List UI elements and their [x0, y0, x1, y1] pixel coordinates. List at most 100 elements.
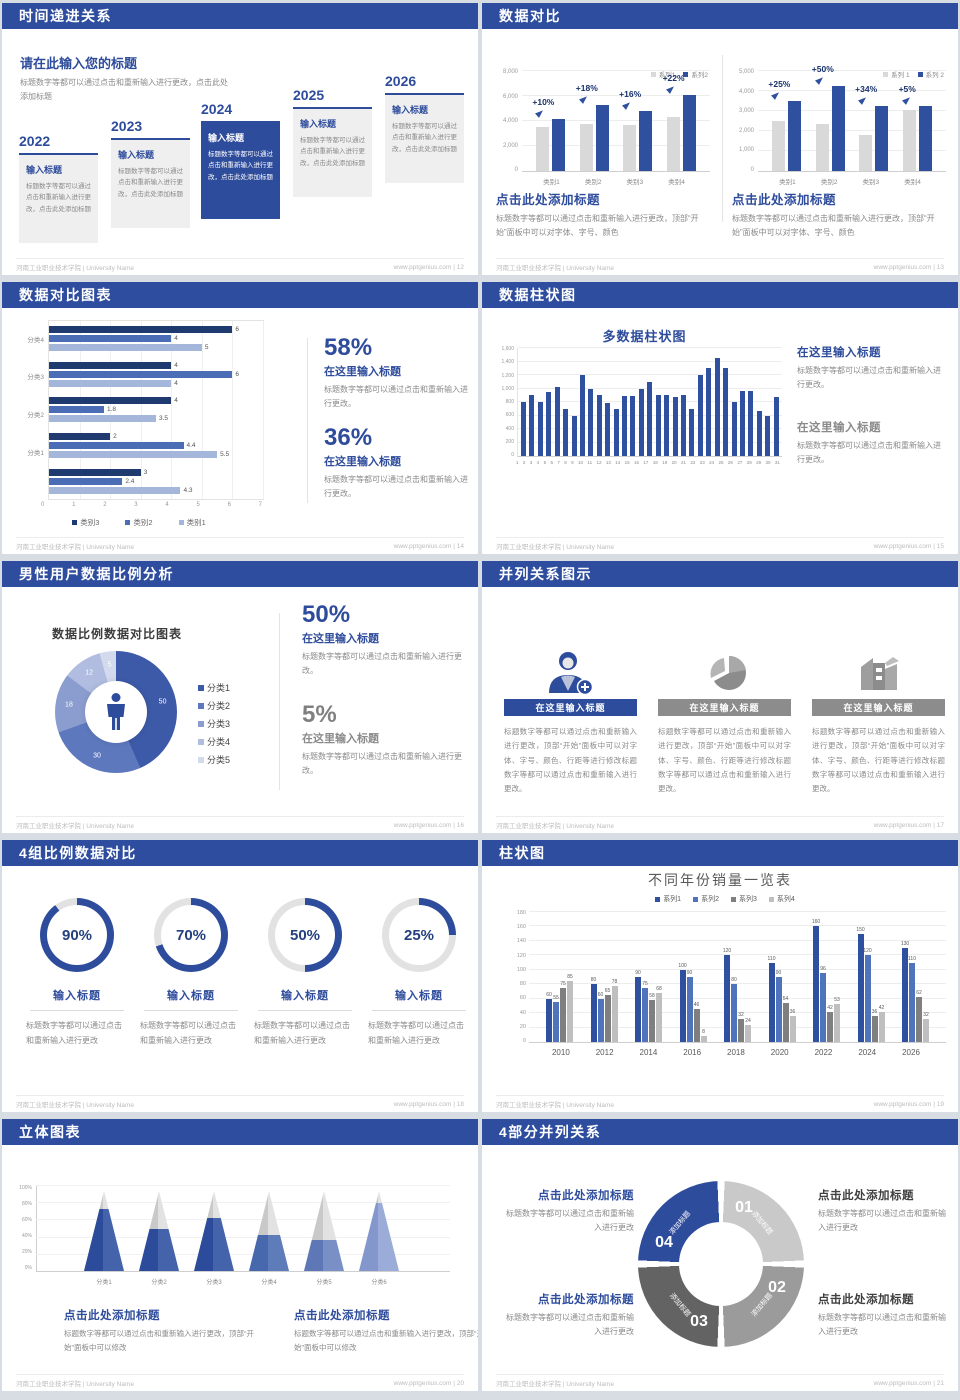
gauge-text: 标题数字等都可以通过点击和重新输入进行更改 — [140, 1021, 236, 1045]
bar — [49, 486, 181, 494]
slide-four-part-ring[interactable]: 4部分并列关系 添加标题 添加标题 添加标题 添加标题 01 02 03 04 … — [482, 1119, 958, 1391]
caption-title: 点击此处添加标题 — [496, 193, 601, 207]
legend-item: 系列 2 — [917, 69, 944, 79]
caption-text: 标题数字等都可以通过点击和重新输入进行更改，顶部“开始”面板中可以对字体、字号、… — [496, 214, 699, 238]
legend-swatch — [883, 71, 889, 77]
y-tick-label: 2,000 — [738, 127, 754, 134]
baseline — [36, 1271, 450, 1272]
bar — [560, 987, 566, 1042]
timeline-box: 输入标题 标题数字等都可以通过点击和重新输入进行更改，点击此处添加标题 — [293, 109, 372, 197]
x-tick-label: 8 — [564, 460, 567, 465]
x-tick-label: 3 — [134, 502, 138, 508]
x-tick-label: 21 — [680, 460, 686, 465]
y-tick-label: 80 — [519, 981, 526, 988]
slide-header-bar: 数据对比图表 — [2, 282, 478, 308]
gridline — [522, 70, 710, 71]
slide-header-bar: 男性用户数据比例分析 — [2, 561, 478, 587]
value-label: 62 — [916, 990, 922, 997]
x-tick-label: 2024 — [858, 1048, 877, 1057]
value-label: 78 — [611, 978, 618, 985]
cone-fill — [249, 1235, 289, 1271]
bar-wrap: 60 — [597, 912, 604, 1042]
value-label: 100 — [678, 962, 687, 969]
cone — [84, 1191, 124, 1271]
y-tick-label: 20 — [519, 1023, 526, 1030]
slide-header-bar: 4组比例数据对比 — [2, 840, 478, 866]
timeline-year: 2022 — [19, 133, 51, 149]
slide-parallel-items[interactable]: 并列关系图示 在这里输入标题 标题数字等都可以通过点击和重新输入进行更改，顶部“… — [482, 561, 958, 833]
timeline-card-text: 标题数字等都可以通过点击和重新输入进行更改，点击此处添加标题 — [208, 151, 273, 181]
caption-block: 点击此处添加标题 标题数字等都可以通过点击和重新输入进行更改，顶部“开始”面板中… — [64, 1307, 259, 1355]
bar — [49, 442, 184, 450]
slide-hbar-chart[interactable]: 数据对比图表 分类4 分类3 分类2 分类1 6 4 5 4 6 4 4 1.8 3.5 2 4.4 5.5 3… — [2, 282, 478, 554]
caption-block: 点击此处添加标题 标题数字等都可以通过点击和重新输入进行更改，顶部“开始”面板中… — [294, 1307, 478, 1355]
value-label: 5.5 — [220, 451, 230, 459]
bar — [49, 406, 105, 414]
bar-group: 80 60 65 78 — [590, 912, 618, 1042]
bar-series2 — [552, 118, 566, 171]
compare-left-panel: 系列1 系列2 8,000 6,000 4,000 2,000 0 +10% +18% +16% +… — [494, 57, 710, 237]
x-tick-label: 类别4 — [904, 179, 921, 186]
bar-wrap: 68 — [656, 912, 662, 1042]
slide-grouped-columns[interactable]: 柱状图 不同年份销量一览表 系列1 系列2 系列3 系列4 180 160 140 120 10… — [482, 840, 958, 1112]
slide-title: 男性用户数据比例分析 — [19, 566, 174, 582]
segment-number: 04 — [655, 1234, 673, 1251]
bar-wrap: 120 — [723, 912, 731, 1042]
slide-timeline[interactable]: 时间递进关系 请在此输入您的标题 标题数字等都可以通过点击和重新输入进行更改，点… — [2, 3, 478, 275]
gridline — [522, 145, 710, 146]
slide-footer: 河南工业职业技术学院 | University Name www.pptgeniu… — [16, 1374, 464, 1391]
bar — [902, 948, 908, 1042]
bars — [518, 348, 782, 456]
arrow-up-right-icon — [578, 93, 589, 104]
stat-title: 在这里输入标题 — [324, 366, 401, 378]
slide-column-chart[interactable]: 数据柱状图 多数据柱状图 1,600 1,400 1,200 1,000 800 600 4… — [482, 282, 958, 554]
value-label: 4 — [174, 361, 178, 369]
footer-org: 河南工业职业技术学院 | University Name — [496, 544, 614, 551]
footer-org: 河南工业职业技术学院 | University Name — [16, 823, 134, 830]
growth-label: +25% — [768, 79, 791, 89]
value-label: 54 — [782, 996, 789, 1002]
caption-title: 点击此处添加标题 — [64, 1310, 160, 1322]
y-tick-label: 60 — [519, 995, 526, 1002]
bar-line: 3 — [49, 468, 263, 476]
footer-site-page: www.pptgenius.com | 20 — [393, 1379, 464, 1387]
bar-wrap: 120 — [863, 912, 872, 1042]
bar — [689, 408, 695, 456]
bar — [923, 1018, 929, 1042]
y-tick-label: 40 — [519, 1009, 526, 1016]
bar-wrap: 42 — [878, 912, 885, 1042]
slide-data-compare[interactable]: 数据对比 系列1 系列2 8,000 6,000 4,000 2,000 0 +10% +18%… — [482, 3, 958, 275]
value-label: 75 — [642, 980, 648, 987]
cone — [139, 1191, 179, 1271]
slide-3d-cones[interactable]: 立体图表 100% 80% 60% 40% 20% 0% 分类1 分类2 分类3 分类4 分类5 分类… — [2, 1119, 478, 1391]
bar — [622, 395, 628, 456]
gridline — [529, 983, 946, 985]
bar — [656, 992, 662, 1042]
gauge-title: 输入标题 — [167, 990, 215, 1002]
legend-swatch — [917, 71, 923, 77]
x-tick-label: 5 — [543, 460, 547, 465]
x-tick-label: 2 — [103, 502, 107, 508]
footer-org: 河南工业职业技术学院 | University Name — [496, 1102, 614, 1109]
bar-wrap: 85 — [567, 912, 573, 1042]
bar — [724, 955, 730, 1042]
person-add-icon — [504, 647, 637, 695]
slide-donut-analysis[interactable]: 男性用户数据比例分析 数据比例数据对比图表 50 30 18 12 5 分类1 分类2 分类… — [2, 561, 478, 833]
value-label: 65 — [604, 988, 611, 995]
x-tick-label: 23 — [699, 460, 705, 465]
stat-block: 50% 在这里输入标题 标题数字等都可以通过点击和重新输入进行更改。 — [302, 603, 464, 679]
slide-gauges[interactable]: 4组比例数据对比 90% 输入标题 标题数字等都可以通过点击和重新输入进行更改 … — [2, 840, 478, 1112]
bar — [714, 358, 720, 456]
caption-title: 在这里输入标题 — [797, 421, 881, 434]
stat-percent: 50% — [302, 601, 351, 628]
timeline-box: 输入标题 标题数字等都可以通过点击和重新输入进行更改，点击此处添加标题 — [385, 95, 464, 183]
gauge-ring: 25% — [382, 898, 456, 972]
gauge-ring: 50% — [268, 898, 342, 972]
legend-swatch — [72, 520, 78, 525]
vertical-divider — [307, 338, 308, 503]
slice-value-label: 18 — [65, 701, 73, 709]
cone-fill — [359, 1203, 399, 1271]
x-tick-label: 28 — [746, 460, 752, 465]
item-text: 标题数字等都可以通过点击和重新输入进行更改，顶部“开始”面板中可以对字体、字号、… — [504, 727, 637, 793]
value-label: 36 — [871, 1009, 878, 1015]
